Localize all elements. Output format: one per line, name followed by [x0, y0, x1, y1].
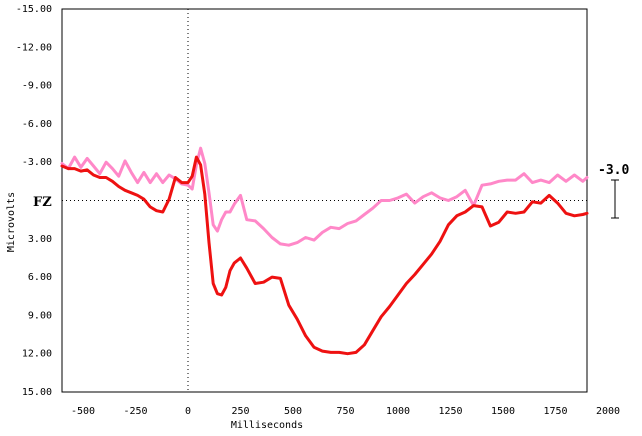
x-tick-label: 0 [185, 406, 191, 417]
y-tick-label: -12.00 [16, 42, 52, 53]
x-tick-label: 2000 [596, 406, 620, 417]
y-tick-label: 15.00 [22, 387, 52, 398]
x-axis-ticks: -500 -250 0 250 500 750 1000 1250 1500 1750 2000 [71, 406, 620, 417]
x-tick-label: 1500 [491, 406, 515, 417]
x-axis-title: Milliseconds [231, 420, 303, 431]
x-tick-label: 1750 [543, 406, 567, 417]
x-tick-label: -250 [123, 406, 147, 417]
y-tick-label: 3.00 [28, 234, 52, 245]
y-axis-ticks: -15.00 -12.00 -9.00 -6.00 -3.00 3.00 6.00 9.00 1… [16, 4, 52, 398]
y-tick-label: 6.00 [28, 272, 52, 283]
y-tick-label: -9.00 [22, 81, 52, 92]
y-tick-label: -6.00 [22, 119, 52, 130]
y-tick-label: -15.00 [16, 4, 52, 15]
x-tick-label: 500 [284, 406, 302, 417]
x-tick-label: -500 [71, 406, 95, 417]
x-tick-label: 250 [231, 406, 249, 417]
x-tick-label: 1250 [438, 406, 462, 417]
channel-label: FZ [33, 195, 52, 210]
y-axis-title: Microvolts [6, 192, 17, 252]
series-layer [60, 146, 589, 356]
scale-bar [611, 179, 619, 219]
y-tick-label: 9.00 [28, 310, 52, 321]
x-tick-label: 750 [336, 406, 354, 417]
x-tick-label: 1000 [386, 406, 410, 417]
plot-frame [61, 8, 588, 393]
series-line-1 [60, 146, 589, 247]
series-line-2 [60, 155, 589, 356]
y-tick-label: -3.00 [22, 157, 52, 168]
scale-bar-label: -3.0 [598, 163, 629, 178]
y-tick-label: 12.00 [22, 349, 52, 360]
